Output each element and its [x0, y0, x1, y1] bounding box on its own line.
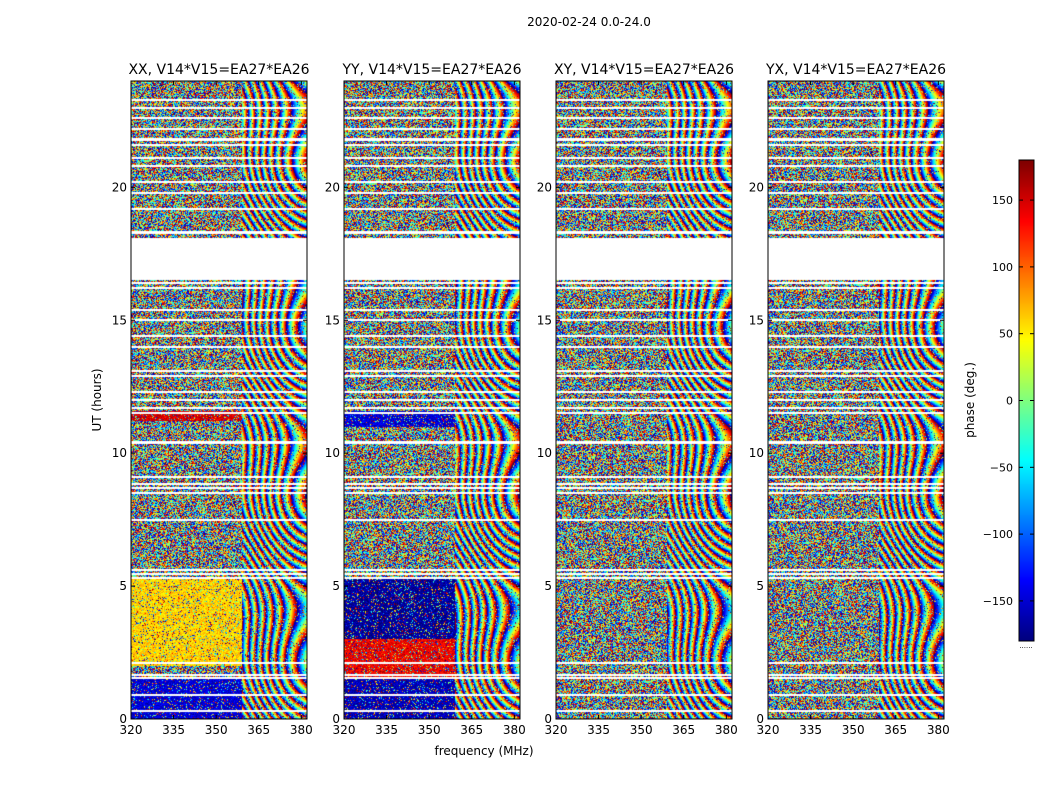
y-tick-label: 5: [119, 579, 127, 593]
y-tick-label: 5: [332, 579, 340, 593]
y-tick-label: 0: [332, 712, 340, 726]
y-tick-label: 0: [544, 712, 552, 726]
x-tick-label: 320: [545, 723, 568, 737]
x-tick-label: 320: [333, 723, 356, 737]
panel-frame: [555, 80, 733, 720]
panel-title: XY, V14*V15=EA27*EA26: [554, 62, 734, 78]
y-tick-label: 15: [749, 313, 764, 327]
colorbar-tick-label: −100: [983, 528, 1013, 541]
y-axis-label: UT (hours): [90, 368, 104, 431]
heatmap-image-yx: [768, 81, 944, 719]
x-tick-label: 350: [630, 723, 653, 737]
y-tick-label: 10: [112, 446, 127, 460]
x-tick-label: 380: [927, 723, 950, 737]
x-tick-label: 380: [503, 723, 526, 737]
y-tick-label: 20: [112, 180, 127, 194]
panel-xy: XY, V14*V15=EA27*EA26 320 335 350 365 380 0 5 10…: [537, 62, 738, 737]
x-tick-label: 365: [247, 723, 270, 737]
colorbar-gradient: [1019, 160, 1034, 641]
panel-title: XX, V14*V15=EA27*EA26: [128, 62, 309, 78]
colorbar-tick-label: 100: [992, 261, 1013, 274]
y-tick-label: 20: [537, 180, 552, 194]
y-tick-label: 5: [756, 579, 764, 593]
x-tick-label: 335: [162, 723, 185, 737]
x-tick-label: 365: [672, 723, 695, 737]
x-tick-label: 365: [884, 723, 907, 737]
y-tick-label: 10: [749, 446, 764, 460]
y-tick-label: 20: [749, 180, 764, 194]
y-tick-label: 15: [537, 313, 552, 327]
y-tick-label: 0: [119, 712, 127, 726]
panel-title: YX, V14*V15=EA27*EA26: [765, 62, 946, 78]
heatmap-image-xx: [131, 81, 307, 719]
colorbar-tick-label: −150: [983, 595, 1013, 608]
y-tick-label: 0: [756, 712, 764, 726]
x-tick-label: 350: [418, 723, 441, 737]
colorbar: 150 100 50 0 −50 −100 −150 phase (deg.) ......: [963, 159, 1035, 650]
x-tick-label: 380: [715, 723, 738, 737]
panel-yx: YX, V14*V15=EA27*EA26 320 335 350 365 380 0 5 10…: [749, 62, 950, 737]
x-tick-label: 320: [757, 723, 780, 737]
panel-yy: YY, V14*V15=EA27*EA26 320 335 350 365 380 0 5 10…: [325, 62, 526, 737]
panel-frame: [130, 80, 308, 720]
heatmap-panels: XX, V14*V15=EA27*EA26 320 335 350 365 380 0 5 10…: [112, 62, 950, 737]
colorbar-tick-label: 50: [999, 328, 1013, 341]
colorbar-tick-label: 150: [992, 194, 1013, 207]
colorbar-tick-label: 0: [1006, 395, 1013, 408]
x-tick-label: 380: [290, 723, 313, 737]
x-tick-label: 335: [375, 723, 398, 737]
colorbar-label: phase (deg.): [963, 362, 977, 438]
y-tick-label: 20: [325, 180, 340, 194]
colorbar-dots: ......: [1019, 642, 1032, 650]
x-tick-label: 335: [799, 723, 822, 737]
x-axis-label: frequency (MHz): [434, 744, 533, 758]
figure-suptitle: 2020-02-24 0.0-24.0: [527, 15, 651, 29]
colorbar-ticks: 150 100 50 0 −50 −100 −150: [983, 194, 1034, 608]
y-tick-label: 10: [325, 446, 340, 460]
x-tick-label: 365: [460, 723, 483, 737]
panel-frame: [343, 80, 521, 720]
x-tick-label: 320: [120, 723, 143, 737]
x-tick-label: 350: [205, 723, 228, 737]
panel-frame: [767, 80, 945, 720]
y-tick-label: 5: [544, 579, 552, 593]
x-tick-label: 350: [842, 723, 865, 737]
heatmap-image-yy: [344, 81, 520, 719]
heatmap-image-xy: [556, 81, 732, 719]
x-tick-label: 335: [587, 723, 610, 737]
y-tick-label: 15: [112, 313, 127, 327]
panel-xx: XX, V14*V15=EA27*EA26 320 335 350 365 380 0 5 10…: [112, 62, 313, 737]
y-tick-label: 10: [537, 446, 552, 460]
panel-title: YY, V14*V15=EA27*EA26: [342, 62, 522, 78]
y-tick-label: 15: [325, 313, 340, 327]
colorbar-tick-label: −50: [990, 461, 1013, 474]
